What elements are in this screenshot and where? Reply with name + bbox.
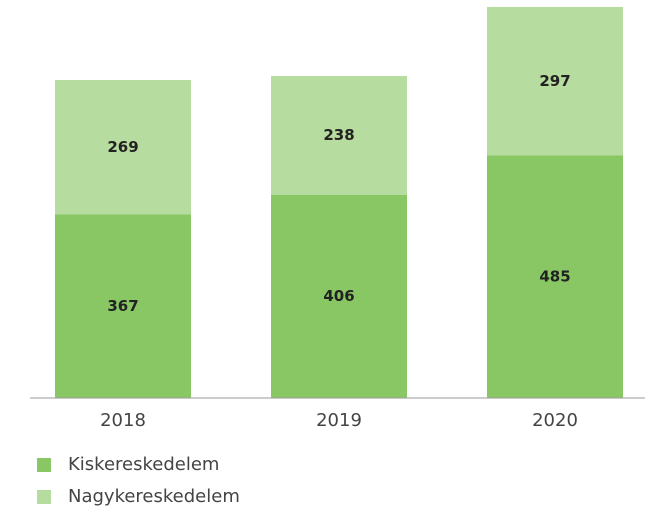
value-label: 297 [539, 72, 570, 90]
legend-label: Nagykereskedelem [68, 486, 240, 507]
x-tick-label: 2019 [316, 410, 362, 431]
value-label: 485 [539, 267, 570, 285]
x-tick-label: 2020 [532, 410, 578, 431]
value-label: 406 [323, 287, 354, 305]
legend-swatch [37, 458, 51, 472]
bar-segment [271, 195, 407, 398]
bar-segment [271, 76, 407, 195]
x-tick-label: 2018 [100, 410, 146, 431]
bar-segment [487, 7, 623, 156]
legend-swatch [37, 490, 51, 504]
bar-segment [487, 155, 623, 398]
bar-segment [55, 80, 191, 215]
value-label: 367 [107, 297, 138, 315]
value-label: 238 [323, 126, 354, 144]
legend-label: Kiskereskedelem [68, 454, 219, 475]
bar-segment [55, 214, 191, 398]
value-label: 269 [107, 138, 138, 156]
